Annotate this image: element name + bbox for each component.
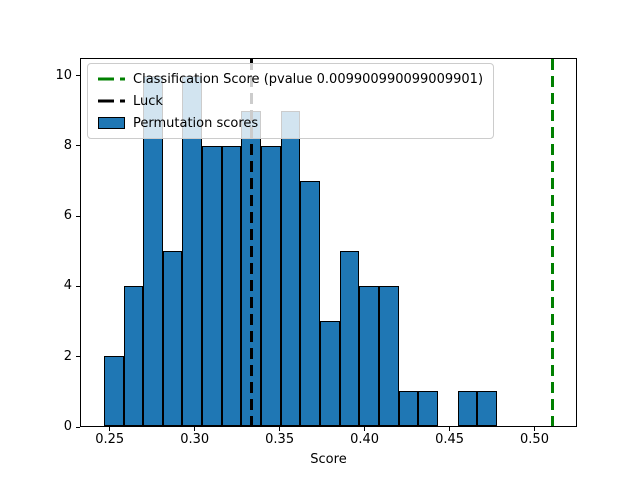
x-tick-mark	[279, 427, 281, 431]
legend: Classification Score (pvalue 0.009900990…	[87, 63, 495, 139]
histogram-bar	[398, 391, 419, 426]
legend-label-permutation-scores: Permutation scores	[133, 115, 259, 131]
y-tick-label: 10	[55, 67, 72, 83]
histogram-bar	[320, 321, 340, 426]
histogram-bar	[202, 146, 222, 426]
dashed-line-swatch-luck	[98, 99, 125, 103]
x-tick-mark	[534, 427, 536, 431]
y-tick-label: 2	[63, 348, 72, 364]
luck-vline	[249, 59, 254, 426]
histogram-bar	[261, 146, 281, 426]
x-tick-label: 0.35	[265, 432, 295, 447]
x-tick-label: 0.45	[435, 432, 465, 447]
histogram-bar	[418, 391, 439, 426]
y-tick-label: 6	[63, 208, 72, 224]
x-axis-label: Score	[310, 452, 347, 467]
y-tick-mark	[76, 145, 80, 147]
histogram-bar	[300, 181, 321, 426]
x-tick-label: 0.50	[520, 432, 549, 447]
y-tick-label: 8	[63, 137, 72, 153]
histogram-bar	[457, 391, 478, 426]
y-tick-mark	[76, 75, 80, 77]
legend-entry-permutation-scores: Permutation scores	[98, 112, 483, 134]
y-tick-mark	[76, 215, 80, 217]
histogram-bar	[339, 251, 360, 426]
legend-label-luck: Luck	[133, 93, 163, 109]
y-tick-mark	[76, 356, 80, 358]
y-tick-mark	[76, 285, 80, 287]
y-tick-label: 4	[63, 278, 72, 294]
histogram-bar	[359, 286, 380, 426]
y-tick-mark	[76, 426, 80, 428]
classification-score-vline	[550, 59, 555, 426]
histogram-bar	[103, 356, 124, 426]
histogram-bar	[379, 286, 399, 426]
x-tick-label: 0.30	[180, 432, 210, 447]
legend-entry-classification-score: Classification Score (pvalue 0.009900990…	[98, 68, 483, 90]
histogram-bar	[162, 251, 183, 426]
x-tick-mark	[109, 427, 111, 431]
x-tick-mark	[364, 427, 366, 431]
histogram-bar	[221, 146, 242, 426]
x-tick-mark	[194, 427, 196, 431]
histogram-bar	[477, 391, 498, 426]
legend-entry-luck: Luck	[98, 90, 483, 112]
x-tick-mark	[449, 427, 451, 431]
histogram-bar	[123, 286, 144, 426]
x-tick-label: 0.40	[350, 432, 380, 447]
x-tick-label: 0.25	[95, 432, 125, 447]
legend-label-classification-score: Classification Score (pvalue 0.009900990…	[133, 71, 484, 87]
histogram-bars-layer	[81, 59, 576, 426]
filled-box-swatch-permutation	[98, 117, 125, 129]
vlines-layer	[81, 59, 576, 426]
dashed-line-swatch-classification	[98, 77, 125, 81]
y-tick-label: 0	[63, 419, 72, 434]
plot-area: Classification Score (pvalue 0.009900990…	[80, 58, 577, 427]
